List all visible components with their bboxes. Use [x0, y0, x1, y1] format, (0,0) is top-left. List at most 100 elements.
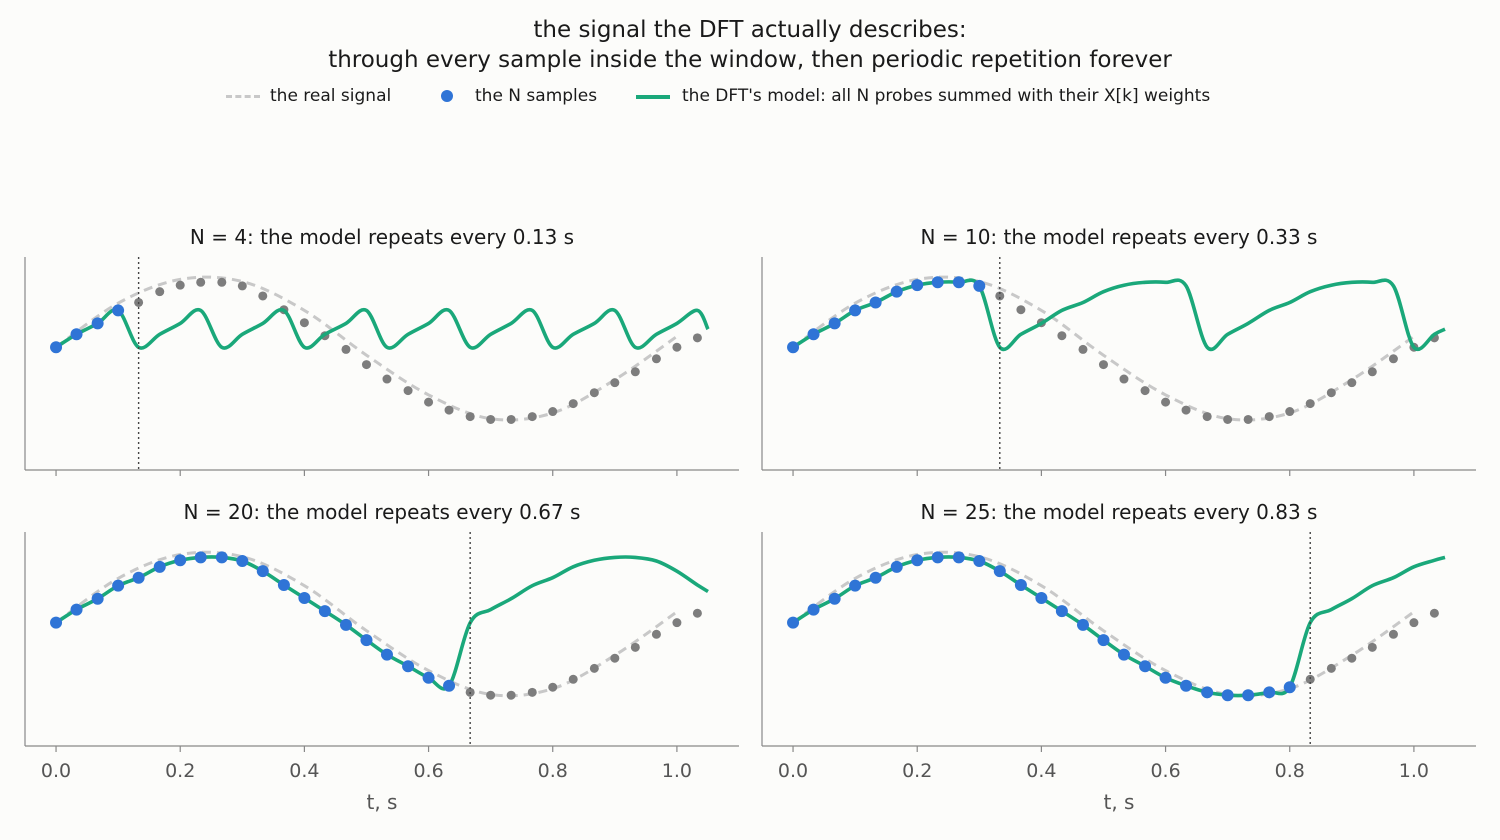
- panel-2-outside-sample-point: [1140, 386, 1150, 396]
- panel-3-x-tick-label: 1.0: [662, 760, 692, 782]
- panel-1-window-sample-point: [50, 341, 63, 354]
- panel-1-outside-sample-point: [672, 342, 682, 352]
- panel-1-outside-sample-point: [258, 291, 268, 301]
- panel-3-window-sample-point: [215, 551, 228, 564]
- panel-3-window-sample-point: [132, 571, 145, 584]
- legend-swatch-model: [636, 95, 670, 99]
- chart-suptitle-line2: through every sample inside the window, …: [328, 47, 1172, 73]
- panel-3-outside-sample-point: [692, 608, 702, 618]
- panel-1-model-line: [55, 307, 710, 350]
- panel-3-x-tick-label: 0.8: [538, 760, 568, 782]
- panel-1-outside-sample-point: [382, 374, 392, 384]
- panel-4-window-sample-point: [1076, 618, 1089, 631]
- panel-1-outside-sample-point: [175, 280, 185, 290]
- panel-3-model-line: [55, 555, 709, 691]
- panel-2-window-sample-point: [931, 276, 944, 289]
- panel-1-outside-sample-point: [651, 354, 661, 364]
- chart-suptitle-line1: the signal the DFT actually describes:: [533, 17, 967, 43]
- panel-2-outside-sample-point: [1202, 412, 1212, 422]
- panel-3-window-sample-point: [256, 565, 269, 578]
- panel-4-window-sample-point: [973, 555, 986, 568]
- panel-4-window-sample-point: [787, 616, 800, 629]
- panel-4-window-sample-point: [911, 554, 924, 567]
- panel-2-outside-sample-point: [1388, 354, 1398, 364]
- panel-2-outside-sample-point: [1161, 397, 1171, 407]
- panel-2-outside-sample-point: [1305, 399, 1315, 409]
- panel-4-window-sample-point: [1180, 679, 1193, 692]
- panel-1-outside-sample-point: [527, 412, 537, 422]
- panel-4-window-sample-point: [1117, 648, 1130, 661]
- panel-4-x-tick-label: 0.8: [1275, 760, 1305, 782]
- panel-2-window-sample-point: [828, 317, 841, 330]
- panel-3-window-sample-point: [70, 603, 83, 616]
- panel-3-window-sample-point: [298, 592, 311, 605]
- legend-label-model: the DFT's model: all N probes summed wit…: [682, 86, 1211, 106]
- panel-4-window-sample-point: [1014, 578, 1027, 591]
- panel-2-outside-sample-point: [1264, 412, 1274, 422]
- panel-3-x-tick-label: 0.4: [289, 760, 319, 782]
- panel-3-window-sample-point: [50, 616, 63, 629]
- panel-2-model-line: [792, 278, 1446, 351]
- panel-1-outside-sample-point: [465, 412, 475, 422]
- panel-4-x-tick-label: 1.0: [1399, 760, 1429, 782]
- panel-1-outside-sample-point: [299, 318, 309, 328]
- panel-2-outside-sample-point: [1243, 414, 1253, 424]
- panel-2-outside-sample-point: [1057, 331, 1067, 341]
- panel-4-outside-sample-point: [1305, 674, 1315, 684]
- panel-2-outside-sample-point: [1016, 305, 1026, 315]
- panel-2-outside-sample-point: [1347, 378, 1357, 388]
- panel-3-window-sample-point: [236, 555, 249, 568]
- panel-4-window-sample-point: [1242, 689, 1255, 702]
- panel-1-outside-sample-point: [486, 414, 496, 424]
- panel-3-window-sample-point: [318, 605, 331, 618]
- panel-3-window-sample-point: [443, 679, 456, 692]
- panel-1-outside-sample-point: [217, 277, 227, 287]
- panel-3-window-sample-point: [277, 578, 290, 591]
- panel-1-outside-sample-point: [403, 386, 413, 396]
- panel-4-window-sample-point: [1035, 592, 1048, 605]
- panel-4-x-tick-label: 0.0: [778, 760, 808, 782]
- panel-3-outside-sample-point: [548, 682, 558, 692]
- panel-2-window-sample-point: [952, 276, 965, 289]
- panel-4-x-axis-label: t, s: [1104, 790, 1135, 814]
- panel-2-outside-sample-point: [1285, 407, 1295, 417]
- panel-4-outside-sample-point: [1388, 629, 1398, 639]
- panel-1-outside-sample-point: [237, 281, 247, 291]
- panel-4-window-sample-point: [1201, 686, 1214, 699]
- panel-4-window-sample-point: [1263, 686, 1276, 699]
- panel-2-window-sample-point: [890, 285, 903, 298]
- panel-2-window-sample-point: [787, 341, 800, 354]
- panel-1-outside-sample-point: [155, 287, 165, 297]
- panel-4-window-sample-point: [952, 551, 965, 564]
- panel-4-outside-sample-point: [1367, 642, 1377, 652]
- panel-3-outside-sample-point: [589, 663, 599, 673]
- panel-2-outside-sample-point: [1078, 344, 1088, 354]
- panel-2-outside-sample-point: [1098, 360, 1108, 370]
- panel-1-outside-sample-point: [506, 414, 516, 424]
- panel-4-window-sample-point: [890, 560, 903, 573]
- panel-4-window-sample-point: [849, 579, 862, 592]
- panel-1-outside-sample-point: [361, 360, 371, 370]
- panel-3-title: N = 20: the model repeats every 0.67 s: [184, 500, 581, 524]
- panel-4-window-sample-point: [869, 571, 882, 584]
- panel-4-window-sample-point: [1283, 681, 1296, 694]
- panel-2-window-sample-point: [973, 279, 986, 292]
- panel-4-window-sample-point: [931, 551, 944, 564]
- panel-2-window-sample-point: [869, 296, 882, 309]
- panel-2-window-sample-point: [911, 279, 924, 292]
- panel-1-outside-sample-point: [589, 388, 599, 398]
- panel-4-x-tick-label: 0.6: [1150, 760, 1180, 782]
- chart-legend: the real signal the N samples the DFT's …: [0, 84, 1500, 110]
- panel-3-outside-sample-point: [672, 618, 682, 628]
- panel-1-outside-sample-point: [610, 378, 620, 388]
- panel-3-window-sample-point: [174, 554, 187, 567]
- panel-1-outside-sample-point: [568, 399, 578, 409]
- panel-2-outside-sample-point: [1119, 374, 1129, 384]
- panel-2-title: N = 10: the model repeats every 0.33 s: [921, 225, 1318, 249]
- panel-3-outside-sample-point: [630, 642, 640, 652]
- panel-4-outside-sample-point: [1429, 608, 1439, 618]
- panel-3-window-sample-point: [194, 551, 207, 564]
- panel-3-window-sample-point: [402, 660, 415, 673]
- panel-1-outside-sample-point: [692, 333, 702, 343]
